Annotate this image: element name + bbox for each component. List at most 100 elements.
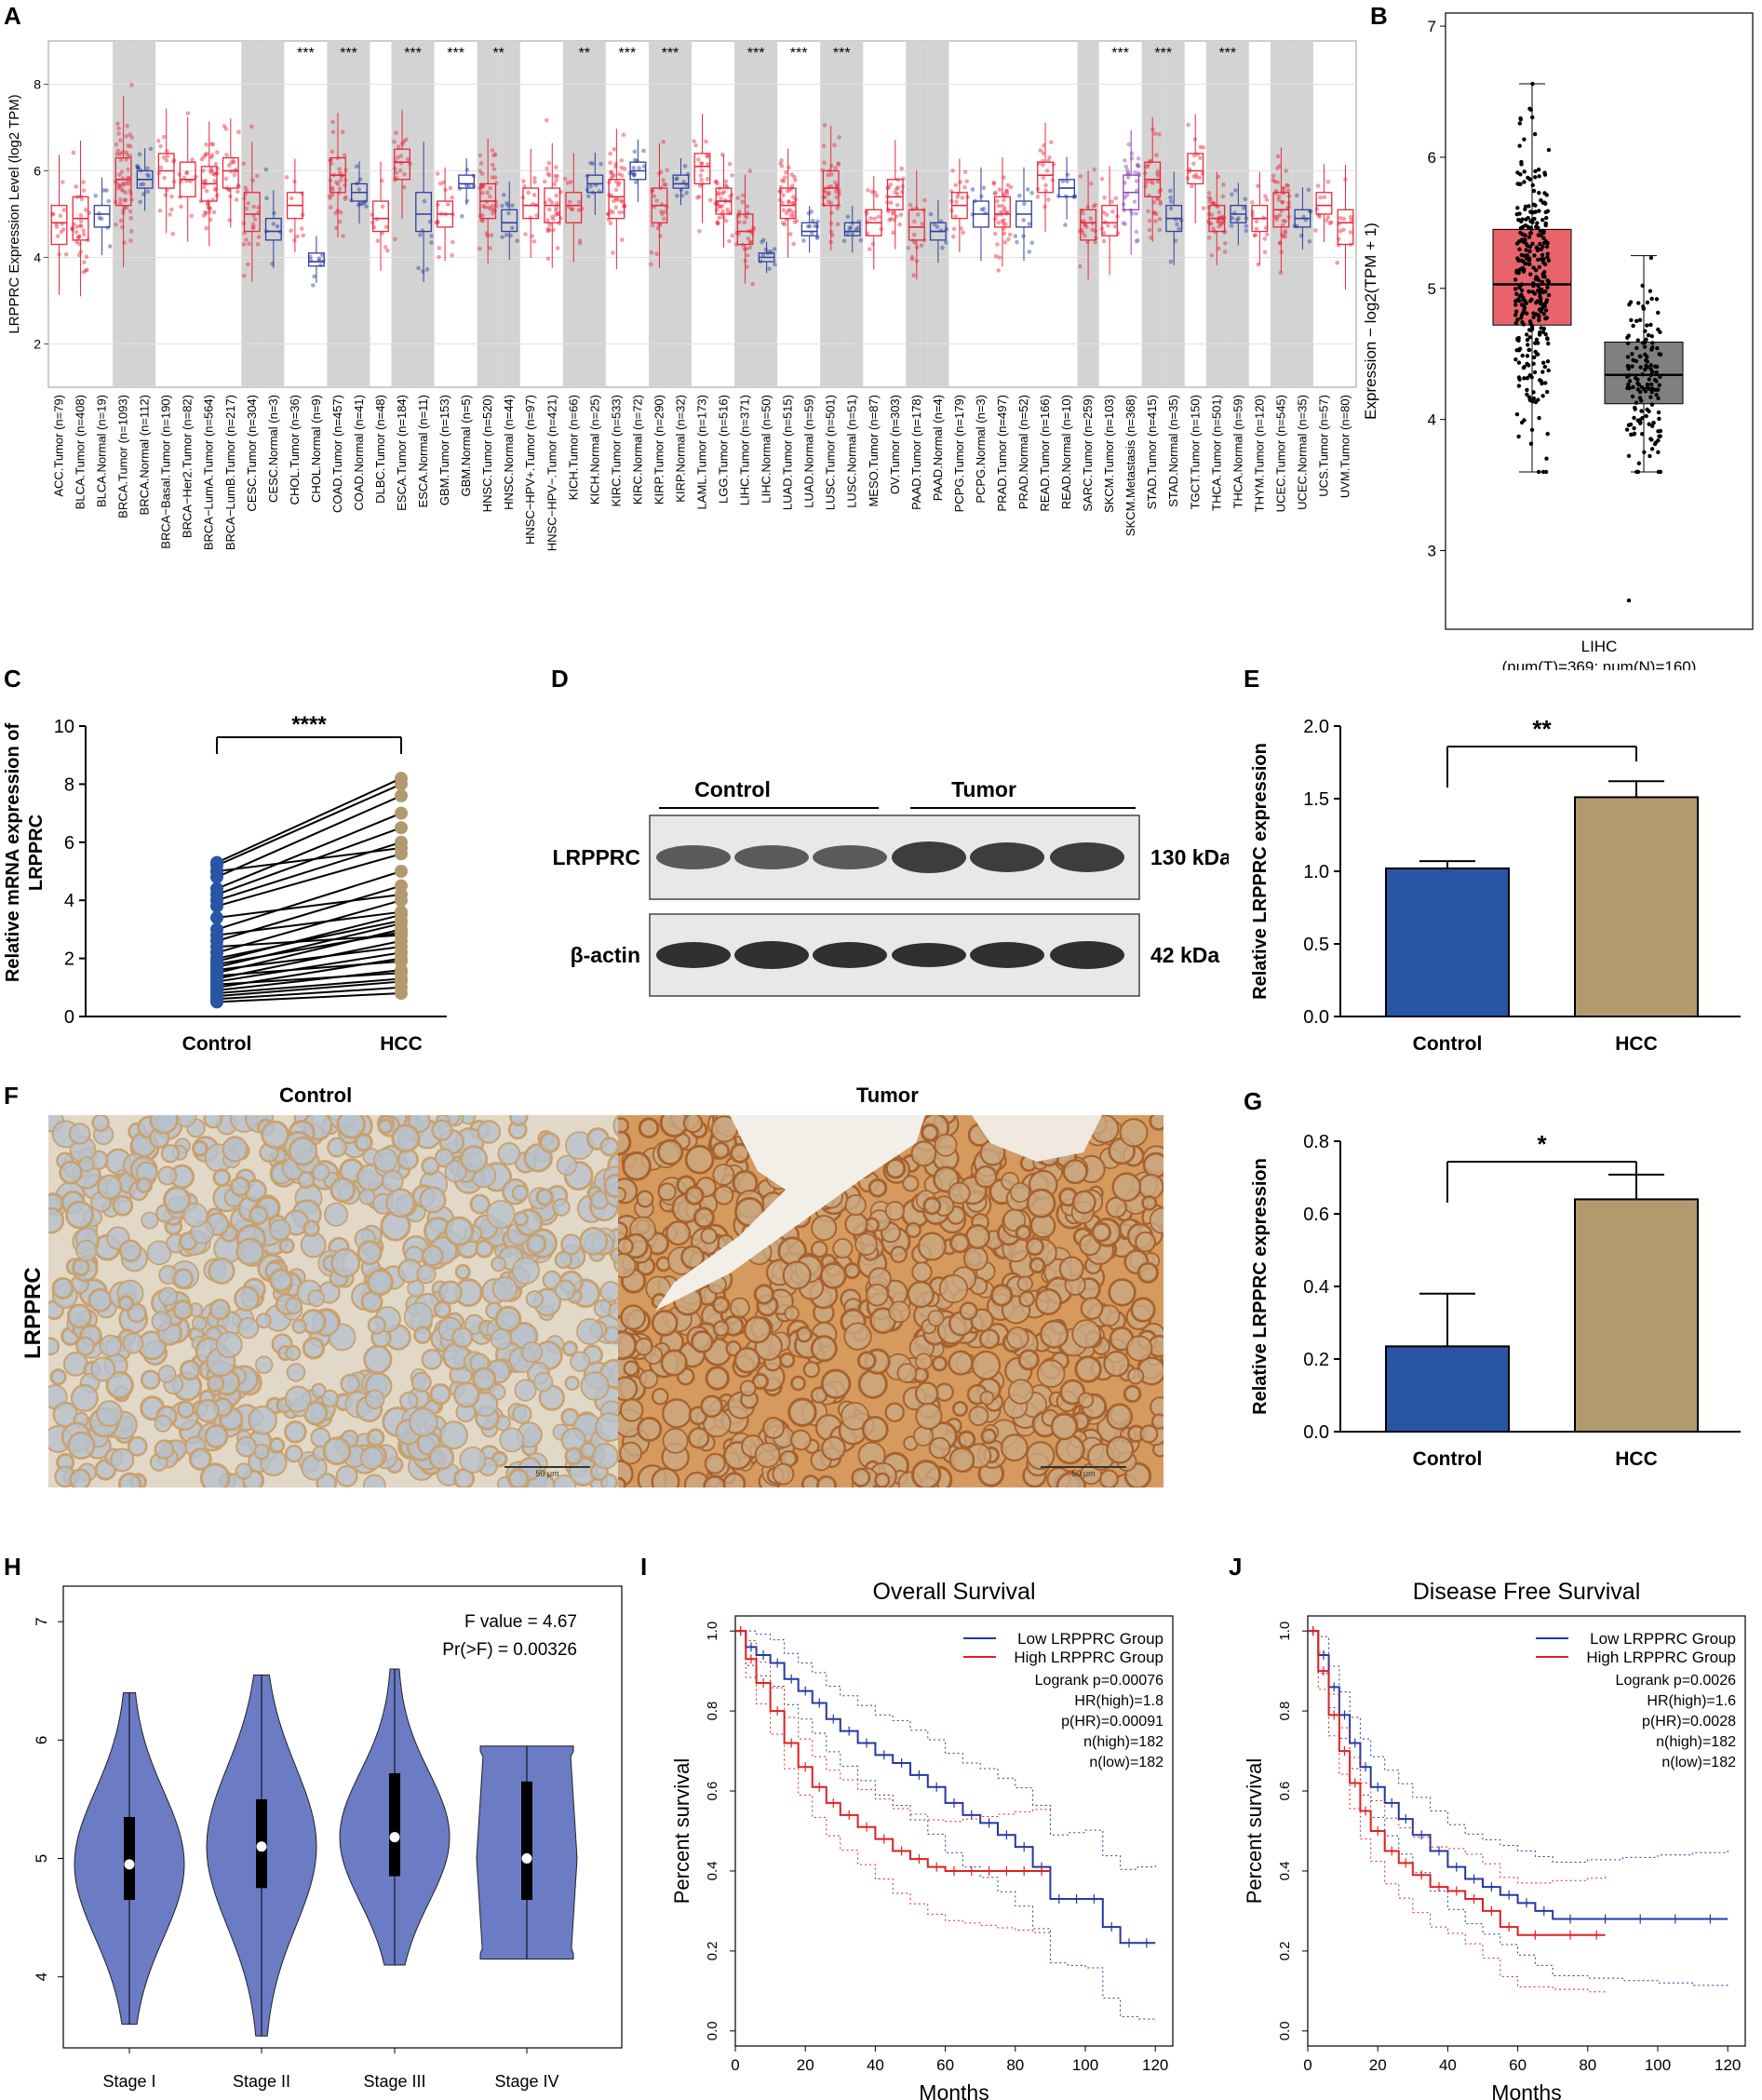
ihc-cell: [1091, 1221, 1112, 1243]
data-point: [637, 166, 641, 170]
ihc-cell: [691, 1330, 714, 1353]
data-point: [1236, 216, 1241, 221]
ihc-cell: [452, 1381, 480, 1408]
ihc-cell: [491, 1256, 507, 1272]
ihc-cell: [1103, 1350, 1130, 1378]
legend-entry: High LRPPRC Group: [1014, 1649, 1163, 1666]
data-point: [1656, 387, 1661, 392]
data-point: [1155, 179, 1161, 184]
data-point: [155, 139, 161, 143]
data-point: [118, 157, 124, 163]
data-point: [1516, 360, 1522, 365]
data-point: [501, 193, 506, 197]
control-point: [210, 855, 223, 869]
data-point: [1537, 290, 1542, 295]
data-point: [1652, 377, 1658, 383]
data-point: [243, 185, 248, 190]
data-point: [1027, 249, 1032, 254]
data-point: [78, 213, 84, 218]
x-tick-label: 20: [1369, 2056, 1387, 2074]
x-tick-label: DLBC.Tumor (n=48): [373, 395, 387, 504]
x-tick-label: LIHC.Tumor (n=371): [738, 395, 752, 505]
data-point: [289, 228, 294, 234]
ihc-cell: [261, 1120, 289, 1150]
ihc-cell: [336, 1115, 367, 1139]
box: [693, 153, 711, 185]
box: [994, 195, 1011, 228]
data-point: [787, 187, 792, 193]
data-point: [1191, 174, 1196, 179]
ihc-cell: [938, 1273, 969, 1304]
data-point: [1546, 279, 1552, 284]
data-point: [451, 239, 455, 245]
ihc-texture-tumor: [618, 1115, 1163, 1488]
data-point: [750, 281, 755, 287]
ihc-cell: [779, 1352, 796, 1368]
data-point: [545, 171, 551, 176]
data-point: [1281, 185, 1285, 191]
data-point: [255, 242, 261, 247]
data-point: [1645, 382, 1650, 387]
data-point: [555, 211, 560, 216]
ihc-cell: [796, 1326, 813, 1343]
data-point: [272, 210, 276, 216]
ihc-cell: [434, 1148, 455, 1168]
data-point: [995, 198, 1000, 204]
y-axis-label: LRPPRC Expression Level (log2 TPM): [7, 94, 22, 333]
data-point: [370, 212, 375, 217]
data-point: [787, 165, 791, 170]
data-point: [1538, 330, 1542, 335]
data-point: [1216, 219, 1220, 223]
ihc-cell: [729, 1142, 750, 1164]
ihc-cell: [712, 1141, 730, 1160]
data-point: [1546, 147, 1552, 153]
ihc-cell: [539, 1132, 560, 1153]
data-point: [1341, 216, 1347, 222]
ihc-cell: [911, 1460, 942, 1488]
ihc-cell: [491, 1275, 518, 1302]
pair-line: [216, 870, 402, 931]
data-point: [577, 238, 583, 243]
data-point: [543, 179, 547, 184]
data-point: [223, 176, 229, 182]
ihc-cell: [154, 1439, 175, 1460]
plot-area: [734, 1615, 1174, 2047]
data-point: [692, 139, 697, 143]
data-point: [1531, 355, 1537, 360]
ihc-cell: [968, 1406, 989, 1427]
box: [908, 209, 925, 241]
data-point: [1007, 232, 1013, 237]
ihc-cell: [841, 1402, 869, 1431]
ihc-cell: [1150, 1396, 1163, 1418]
box: [93, 205, 111, 228]
data-point: [204, 188, 209, 194]
data-point: [730, 173, 734, 178]
pair-line: [216, 899, 402, 954]
ihc-cell: [1106, 1403, 1134, 1431]
data-point: [330, 187, 335, 193]
data-point: [1029, 240, 1035, 246]
data-point: [168, 212, 172, 217]
ihc-cell: [599, 1137, 620, 1157]
ihc-cell: [188, 1447, 212, 1471]
data-point: [780, 200, 785, 206]
data-point: [1538, 228, 1543, 234]
blot-band: [970, 842, 1044, 872]
stat-annotation: Pr(>F) = 0.00326: [442, 1640, 577, 1660]
x-tick-label: ACC.Tumor (n=79): [52, 395, 66, 497]
data-point: [264, 195, 269, 201]
data-point: [161, 155, 167, 160]
data-point: [163, 193, 168, 197]
data-point: [74, 230, 79, 235]
ihc-cell: [358, 1188, 376, 1205]
data-point: [730, 233, 734, 238]
data-point: [720, 209, 725, 214]
data-point: [550, 214, 555, 220]
data-point: [128, 132, 133, 137]
data-point: [576, 199, 582, 205]
x-tick-label: HNSC−HPV+.Tumor (n=97): [523, 395, 537, 545]
ihc-cell: [979, 1390, 995, 1406]
data-point: [1042, 143, 1046, 148]
ihc-cell: [207, 1374, 225, 1393]
